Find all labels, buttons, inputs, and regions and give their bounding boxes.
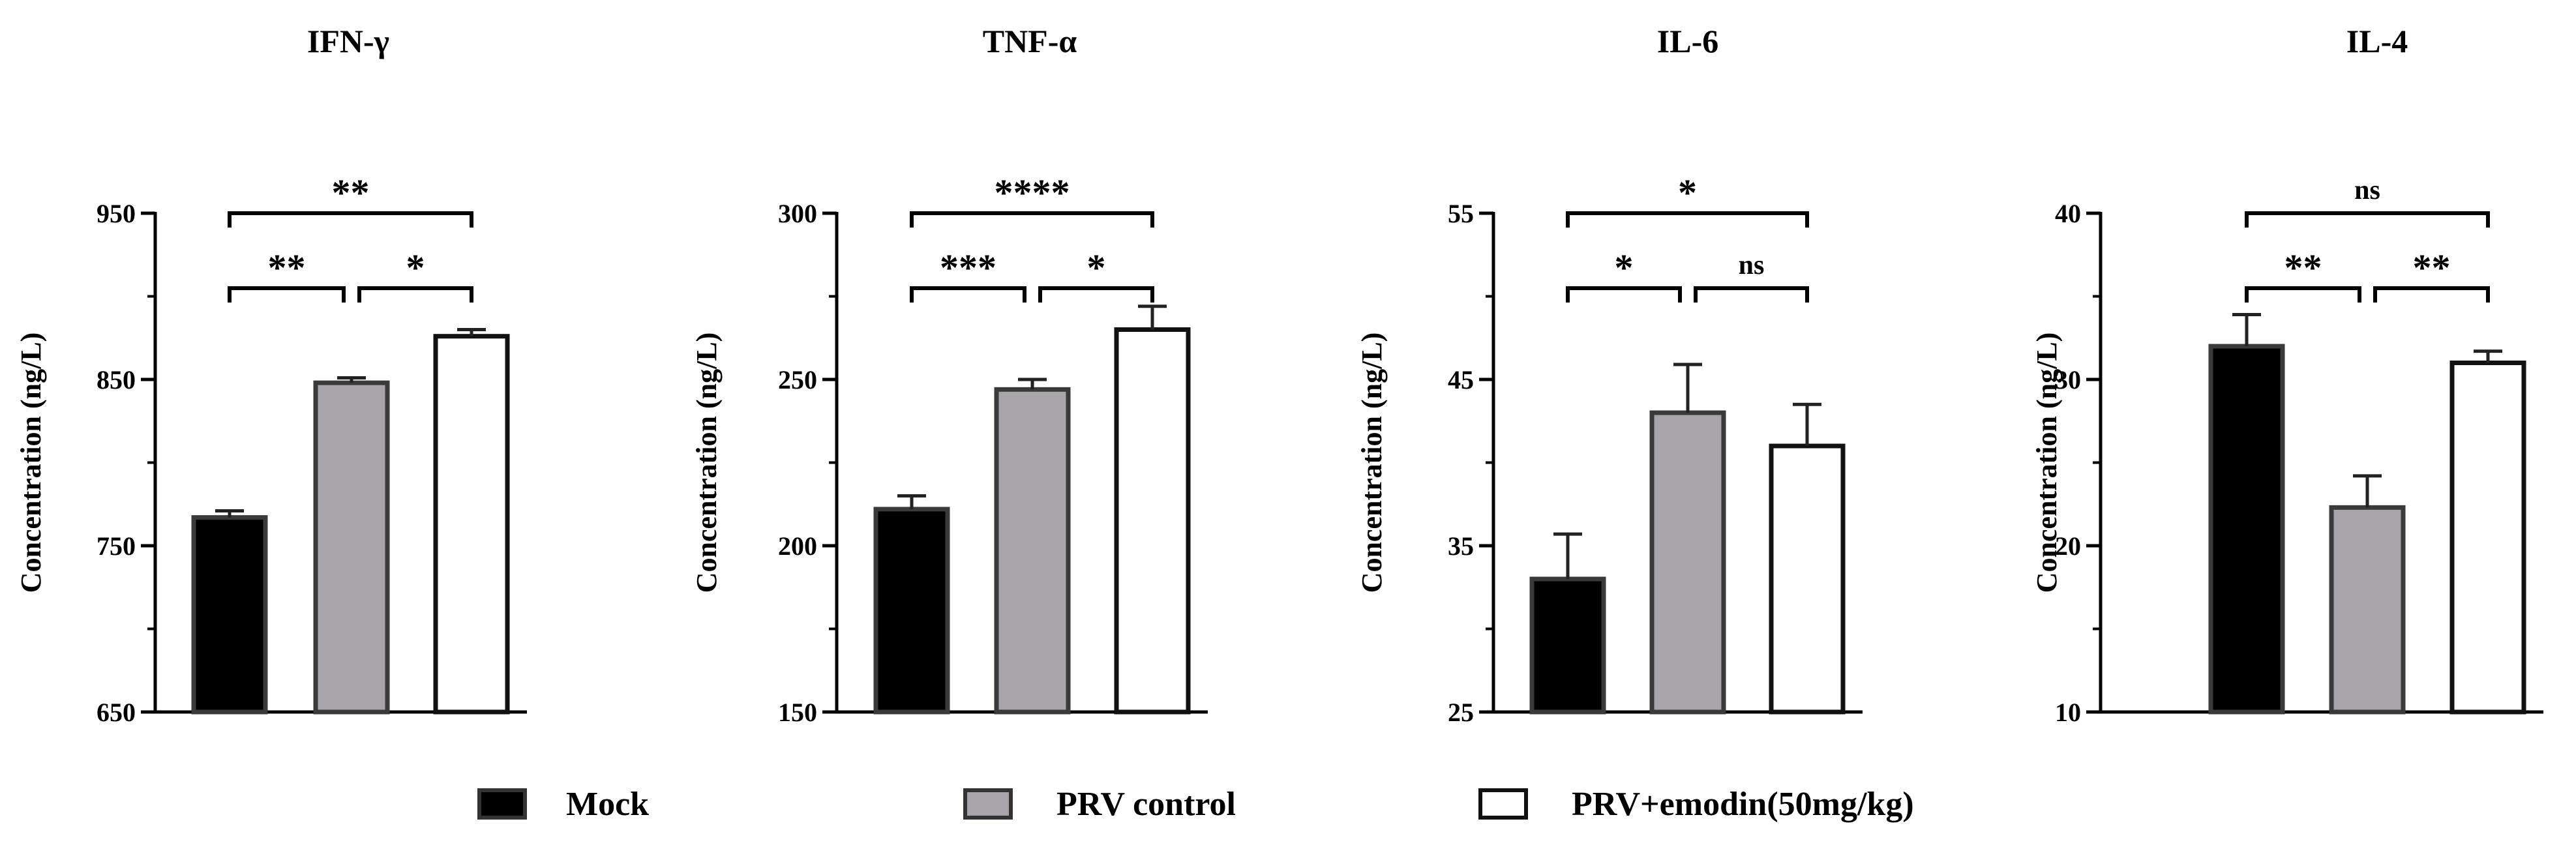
chart-panel-3: IL-6 Concentration (ng/L) 25 35 45 55 * ns * — [1356, 23, 1863, 727]
significance-bracket — [228, 286, 346, 303]
bar-prv-emodin-50mg-kg — [433, 334, 510, 715]
significance-bracket — [1566, 286, 1682, 303]
significance-label: * — [1615, 246, 1634, 289]
significance-label: * — [1678, 171, 1697, 214]
y-tick-label: 35 — [1448, 531, 1474, 561]
significance-label: ** — [332, 171, 370, 214]
chart-title: IFN-γ — [307, 23, 389, 59]
chart-title: TNF-α — [983, 23, 1077, 59]
significance-bracket — [1694, 286, 1809, 303]
y-tick-label: 950 — [97, 199, 136, 228]
significance-label: ns — [1739, 250, 1765, 280]
significance-label: **** — [995, 171, 1070, 214]
y-tick-label: 10 — [2055, 698, 2081, 727]
bar-mock — [873, 507, 950, 715]
bar-prv-control — [2329, 505, 2406, 715]
legend-swatch-prv-emodin — [1478, 788, 1528, 820]
y-tick-label: 200 — [778, 531, 817, 561]
significance-label: ** — [268, 246, 306, 289]
y-tick-label: 25 — [1448, 698, 1474, 727]
significance-bracket — [1566, 211, 1809, 228]
y-tick-label: 150 — [778, 698, 817, 727]
bar-mock — [2208, 344, 2285, 715]
significance-label: *** — [940, 246, 996, 289]
bar-prv-emodin-50mg-kg — [1114, 327, 1191, 715]
bar-prv-control — [1649, 410, 1726, 715]
bar-mock — [191, 515, 268, 715]
significance-bracket — [2245, 286, 2361, 303]
bar-prv-emodin-50mg-kg — [1769, 443, 1846, 715]
y-tick-label: 850 — [97, 365, 136, 394]
legend-swatch-prv-control — [963, 788, 1013, 820]
chart-title: IL-4 — [2346, 23, 2408, 59]
legend-swatch-mock — [477, 788, 527, 820]
chart-panel-4: IL-4 Concentration (ng/L) 10 20 30 40 ** ** ns — [2031, 23, 2543, 727]
y-tick-label: 250 — [778, 365, 817, 394]
y-tick-label: 750 — [97, 531, 136, 561]
legend-label-mock: Mock — [566, 786, 649, 823]
significance-label: ** — [2413, 246, 2451, 289]
significance-label: * — [1087, 246, 1106, 289]
y-axis-label: Concentration (ng/L) — [691, 333, 723, 593]
significance-label: ** — [2284, 246, 2322, 289]
legend-label-prv-emodin: PRV+emodin(50mg/kg) — [1572, 786, 1914, 823]
significance-bracket — [910, 286, 1026, 303]
y-axis-label: Concentration (ng/L) — [2031, 333, 2063, 593]
bar-prv-emodin-50mg-kg — [2449, 361, 2526, 715]
significance-label: ns — [2354, 175, 2380, 205]
significance-bracket — [2373, 286, 2490, 303]
significance-bracket — [357, 286, 473, 303]
bar-mock — [1529, 576, 1606, 715]
y-tick-label: 20 — [2055, 531, 2081, 561]
y-tick-label: 55 — [1448, 199, 1474, 228]
legend-label-prv-control: PRV control — [1056, 786, 1236, 823]
y-axis-label: Concentration (ng/L) — [15, 333, 47, 593]
y-tick-label: 650 — [97, 698, 136, 727]
significance-label: * — [406, 246, 425, 289]
significance-bracket — [228, 211, 473, 228]
significance-bracket — [1038, 286, 1154, 303]
y-tick-label: 45 — [1448, 365, 1474, 394]
y-tick-label: 30 — [2055, 365, 2081, 394]
y-tick-label: 300 — [778, 199, 817, 228]
y-axis-label: Concentration (ng/L) — [1356, 333, 1388, 593]
legend: Mock PRV control PRV+emodin(50mg/kg) — [477, 786, 1914, 823]
y-tick-label: 40 — [2055, 199, 2081, 228]
significance-bracket — [2245, 211, 2490, 228]
bar-prv-control — [994, 387, 1071, 715]
chart-title: IL-6 — [1657, 23, 1718, 59]
significance-bracket — [910, 211, 1154, 228]
bar-prv-control — [313, 380, 390, 715]
